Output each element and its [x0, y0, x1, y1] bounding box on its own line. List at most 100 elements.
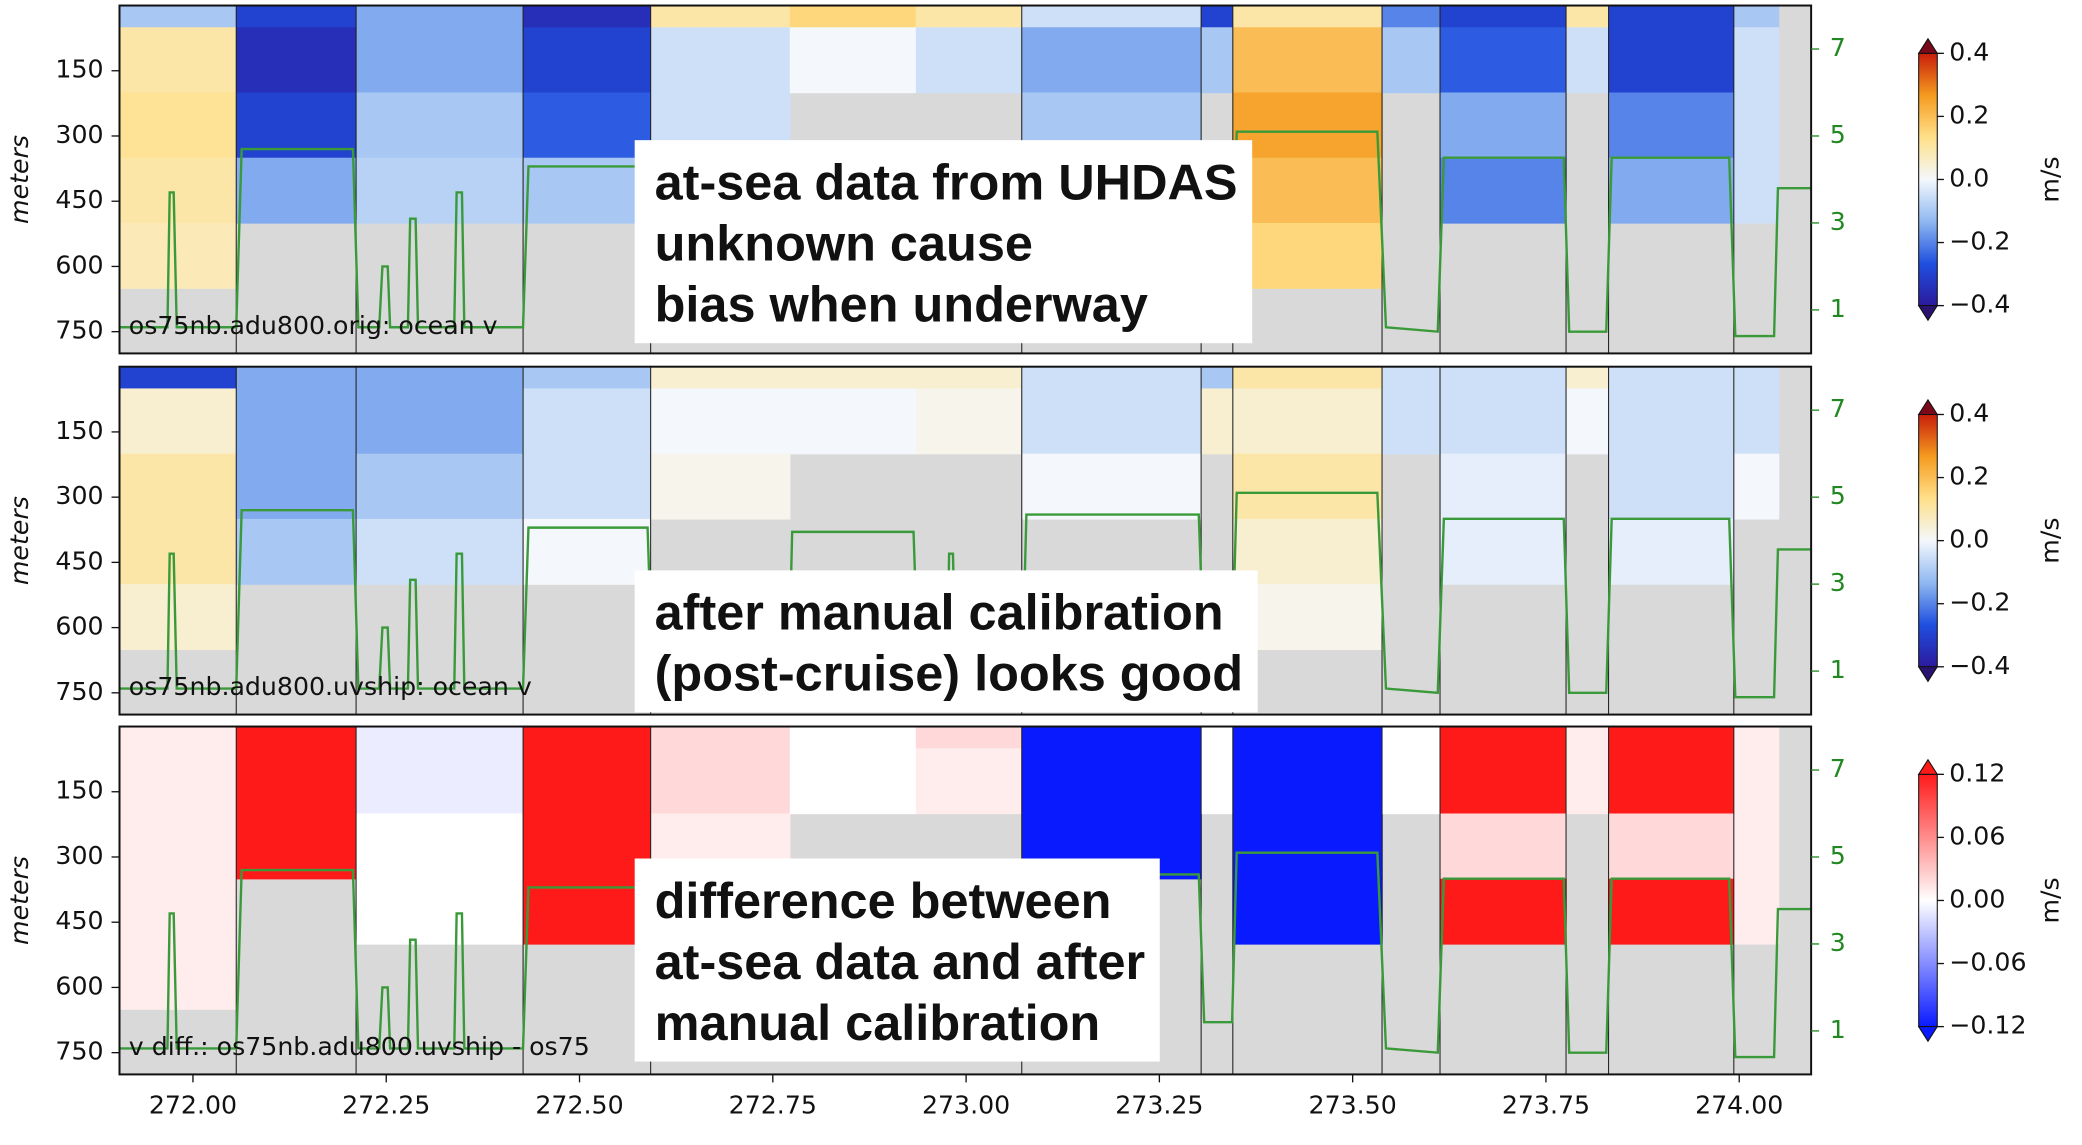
- heatmap-cell: [1608, 748, 1735, 815]
- heatmap-cell: [1566, 366, 1610, 390]
- annotation-line: bias when underway: [655, 276, 1148, 333]
- heatmap-cell: [650, 726, 791, 749]
- x-tick-label: 274.00: [1695, 1090, 1783, 1119]
- heatmap-cell: [1440, 453, 1567, 520]
- y-tick-label: 450: [55, 546, 103, 575]
- heatmap-cell: [356, 726, 524, 749]
- annotation-line: unknown cause: [655, 215, 1033, 272]
- heatmap-cell: [119, 943, 237, 1010]
- annotation-line: (post-cruise) looks good: [655, 645, 1243, 702]
- heatmap-cell: [1382, 5, 1441, 28]
- y-tick-label: 450: [55, 185, 103, 214]
- heatmap-cell: [1566, 748, 1610, 815]
- heatmap-cell: [1440, 5, 1567, 28]
- y-axis-label: meters: [5, 496, 34, 585]
- y2-tick-label: 3: [1830, 928, 1846, 957]
- y2-tick-label: 7: [1830, 33, 1846, 62]
- heatmap-cell: [1232, 748, 1383, 815]
- heatmap-cell: [1440, 92, 1567, 159]
- y2-tick-label: 7: [1830, 754, 1846, 783]
- heatmap-cell: [119, 878, 237, 945]
- x-tick-label: 272.75: [729, 1090, 817, 1119]
- heatmap-cell: [1382, 27, 1441, 94]
- heatmap-cell: [523, 813, 652, 880]
- heatmap-cell: [1733, 748, 1780, 815]
- heatmap-cell: [1232, 222, 1383, 289]
- panel-label: v diff.: os75nb.adu800.uvship - os75: [129, 1032, 590, 1061]
- heatmap-cell: [1608, 518, 1735, 585]
- heatmap-cell: [1232, 453, 1383, 520]
- heatmap-cell: [915, 726, 1023, 749]
- heatmap-cell: [356, 366, 524, 390]
- y2-tick-label: 5: [1830, 120, 1846, 149]
- y-tick-label: 150: [55, 416, 103, 445]
- panel-label: os75nb.adu800.orig: ocean v: [129, 311, 498, 340]
- heatmap-cell: [1440, 518, 1567, 585]
- heatmap-cell: [1608, 878, 1735, 945]
- heatmap-cell: [356, 5, 524, 28]
- heatmap-cell: [1733, 366, 1780, 390]
- heatmap-cell: [1566, 726, 1610, 749]
- heatmap-cell: [523, 878, 652, 945]
- heatmap-cell: [523, 27, 652, 94]
- heatmap-cell: [1021, 748, 1202, 815]
- heatmap-cell: [1566, 27, 1610, 94]
- y-tick-label: 300: [55, 120, 103, 149]
- heatmap-cell: [1232, 726, 1383, 749]
- heatmap-cell: [1440, 748, 1567, 815]
- annotation-line: at-sea data and after: [655, 933, 1146, 990]
- heatmap-cell: [1232, 157, 1383, 224]
- y-axis-label: meters: [5, 135, 34, 224]
- heatmap-cell: [119, 157, 237, 224]
- annotation-line: difference between: [655, 872, 1112, 929]
- y-axis-label: meters: [5, 856, 34, 945]
- heatmap-cell: [1232, 27, 1383, 94]
- heatmap-cell: [1440, 27, 1567, 94]
- heatmap-cell: [915, 27, 1023, 94]
- x-tick-label: 272.00: [149, 1090, 237, 1119]
- panel: 150 300 450 600 750 1 3 5 7 272.00 272.25 272.50 272…: [5, 725, 2064, 1119]
- x-tick-label: 273.25: [1115, 1090, 1203, 1119]
- heatmap-cell: [789, 388, 917, 455]
- heatmap-cell: [356, 157, 524, 224]
- heatmap-cell: [1232, 92, 1383, 159]
- panel: 150 300 450 600 750 1 3 5 7 meters os75nb.adu800.o…: [5, 4, 2064, 355]
- heatmap-cell: [1608, 5, 1735, 28]
- colorbar-tick-label: 0.2: [1949, 462, 1989, 491]
- heatmap-cell: [236, 726, 357, 749]
- heatmap-cell: [236, 748, 357, 815]
- heatmap-cell: [119, 813, 237, 880]
- colorbar-tick-label: 0.12: [1949, 758, 2005, 787]
- heatmap-cell: [1608, 27, 1735, 94]
- heatmap-cell: [236, 388, 357, 455]
- heatmap-cell: [1608, 157, 1735, 224]
- y2-tick-label: 3: [1830, 568, 1846, 597]
- y2-tick-label: 1: [1830, 1015, 1846, 1044]
- heatmap-cell: [1566, 388, 1610, 455]
- annotation-box: [634, 140, 1253, 344]
- heatmap-cell: [1382, 366, 1441, 390]
- heatmap-cell: [1021, 27, 1202, 94]
- heatmap-cell: [1232, 5, 1383, 28]
- y2-tick-label: 7: [1830, 394, 1846, 423]
- heatmap-cell: [1021, 388, 1202, 455]
- colorbar: [1918, 52, 1938, 307]
- colorbar-tick-label: 0.00: [1949, 884, 2005, 913]
- x-tick-label: 272.25: [342, 1090, 430, 1119]
- colorbar-tick-label: −0.12: [1949, 1011, 2026, 1040]
- heatmap-cell: [1201, 366, 1234, 390]
- heatmap-cell: [789, 748, 917, 815]
- heatmap-cell: [1232, 518, 1383, 585]
- heatmap-cell: [119, 748, 237, 815]
- heatmap-cell: [1733, 92, 1780, 159]
- heatmap-cell: [1733, 388, 1780, 455]
- heatmap-cell: [523, 92, 652, 159]
- colorbar-label: m/s: [2035, 518, 2064, 564]
- heatmap-cell: [789, 27, 917, 94]
- heatmap-cell: [1733, 878, 1780, 945]
- heatmap-cell: [1021, 5, 1202, 28]
- heatmap-cell: [915, 388, 1023, 455]
- x-tick-label: 273.00: [922, 1090, 1010, 1119]
- heatmap-cell: [1440, 157, 1567, 224]
- heatmap-cell: [1201, 748, 1234, 815]
